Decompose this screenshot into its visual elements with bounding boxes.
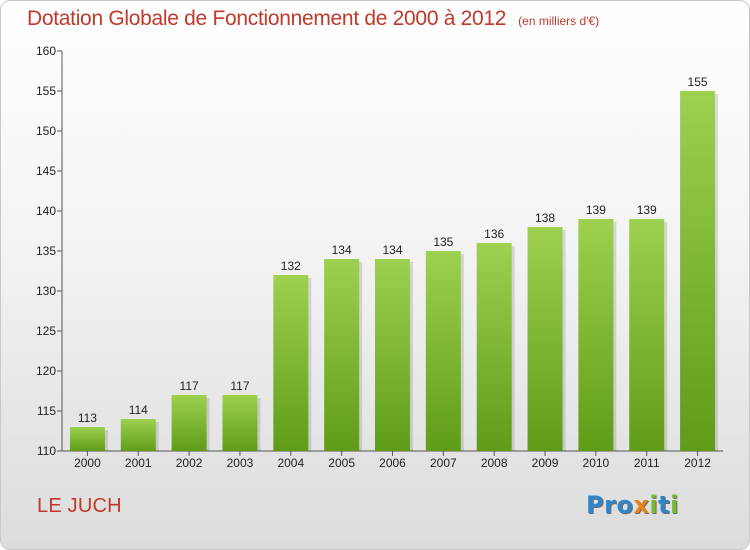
bar-value-label: 134: [332, 243, 352, 257]
bar: [680, 91, 716, 451]
bar-value-label: 134: [382, 243, 402, 257]
bar: [629, 219, 665, 451]
logo-letter: t: [658, 491, 671, 519]
logo-letter: P: [586, 491, 605, 519]
x-tick-label: 2000: [74, 456, 101, 470]
logo-letter: i: [670, 491, 679, 519]
bar-value-label: 155: [688, 75, 708, 89]
y-tick-label: 160: [36, 44, 56, 58]
bar-value-label: 114: [129, 403, 148, 417]
chart-title: Dotation Globale de Fonctionnement de 20…: [27, 7, 599, 31]
bar-value-label: 132: [281, 259, 301, 273]
logo-letter: i: [649, 491, 659, 519]
chart-bars: 113 114 117 117 132 134 134 135 136 138 139 139 155: [69, 75, 719, 451]
bar: [476, 243, 512, 451]
chart-subtitle: (en milliers d'€): [518, 14, 600, 28]
bar: [69, 427, 105, 451]
logo-letter: r: [604, 491, 617, 519]
bar: [425, 251, 461, 451]
y-tick-label: 125: [36, 324, 56, 338]
x-tick-label: 2011: [634, 456, 660, 470]
bar: [171, 395, 207, 451]
bar: [324, 259, 360, 451]
commune-name: LE JUCH: [37, 495, 122, 517]
y-tick-label: 145: [36, 164, 56, 178]
bar-value-label: 139: [586, 203, 606, 217]
bar-value-label: 139: [637, 203, 657, 217]
bar: [273, 275, 309, 451]
bar: [578, 219, 614, 451]
y-tick-label: 140: [36, 204, 56, 218]
x-tick-label: 2005: [328, 456, 355, 470]
bar-value-label: 113: [78, 411, 97, 425]
bar: [527, 227, 563, 451]
x-tick-label: 2003: [227, 456, 254, 470]
bar-value-label: 117: [230, 379, 249, 393]
bar: [375, 259, 410, 451]
bar-value-label: 135: [433, 235, 453, 249]
y-tick-label: 135: [36, 244, 56, 258]
bar: [120, 419, 156, 451]
x-tick-label: 2001: [125, 456, 152, 470]
y-tick-label: 150: [36, 124, 56, 138]
x-tick-label: 2010: [583, 456, 610, 470]
x-tick-label: 2009: [532, 456, 559, 470]
proxiti-logo: Proxiti: [586, 491, 679, 519]
bar-value-label: 117: [180, 379, 199, 393]
y-tick-label: 110: [37, 444, 56, 458]
x-tick-label: 2004: [277, 456, 304, 470]
y-tick-label: 115: [37, 404, 56, 418]
x-tick-label: 2008: [481, 456, 508, 470]
bar: [222, 395, 258, 451]
bar-value-label: 136: [484, 227, 504, 241]
logo-letter: x: [633, 491, 650, 519]
x-tick-label: 2006: [379, 456, 406, 470]
x-tick-label: 2002: [176, 456, 203, 470]
y-tick-label: 120: [36, 364, 56, 378]
bar-value-label: 138: [535, 211, 555, 225]
y-tick-label: 130: [36, 284, 56, 298]
logo-letter: o: [616, 491, 634, 519]
chart-title-text: Dotation Globale de Fonctionnement de 20…: [27, 7, 507, 30]
x-tick-label: 2007: [430, 456, 457, 470]
x-tick-label: 2012: [684, 456, 711, 470]
y-tick-label: 155: [36, 84, 56, 98]
